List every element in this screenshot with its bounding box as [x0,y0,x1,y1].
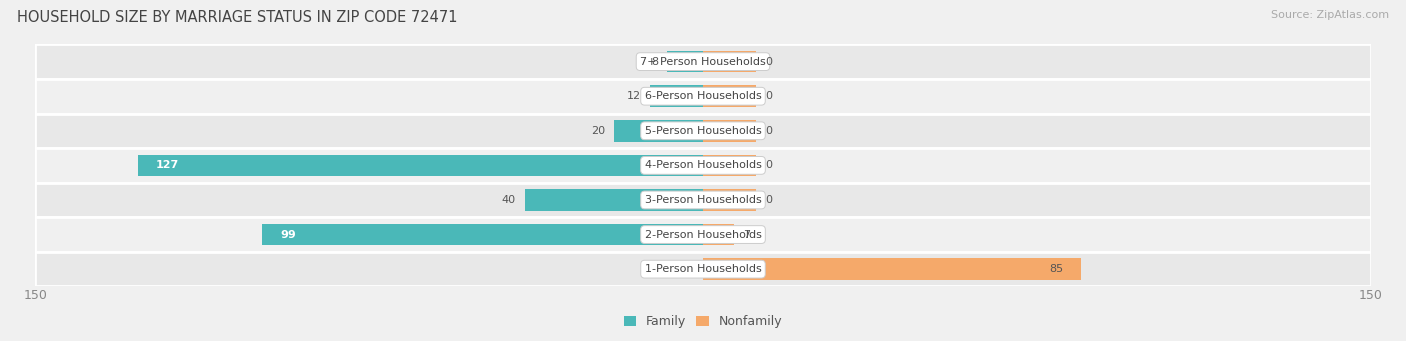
Bar [703,51,756,72]
Bar [35,148,1371,183]
Text: 6-Person Households: 6-Person Households [644,91,762,101]
Text: 99: 99 [280,229,295,240]
Bar [614,120,703,142]
Text: 2-Person Households: 2-Person Households [644,229,762,240]
Bar [262,224,703,245]
Text: Source: ZipAtlas.com: Source: ZipAtlas.com [1271,10,1389,20]
Bar [35,252,1371,286]
Text: 0: 0 [765,57,772,66]
Text: 1-Person Households: 1-Person Households [644,264,762,274]
Text: 7+ Person Households: 7+ Person Households [640,57,766,66]
Bar [703,155,756,176]
Bar [35,44,1371,79]
Bar [703,86,756,107]
Text: 8: 8 [651,57,658,66]
Text: 20: 20 [591,126,605,136]
Bar [35,183,1371,217]
Bar [35,217,1371,252]
Text: 127: 127 [155,160,179,170]
Text: 40: 40 [502,195,516,205]
Text: 0: 0 [765,160,772,170]
Text: 0: 0 [765,91,772,101]
Bar [524,189,703,211]
Text: HOUSEHOLD SIZE BY MARRIAGE STATUS IN ZIP CODE 72471: HOUSEHOLD SIZE BY MARRIAGE STATUS IN ZIP… [17,10,457,25]
Text: 85: 85 [1049,264,1063,274]
Text: 5-Person Households: 5-Person Households [644,126,762,136]
Bar [703,189,756,211]
Bar [650,86,703,107]
Bar [668,51,703,72]
Text: 4-Person Households: 4-Person Households [644,160,762,170]
Bar [138,155,703,176]
Bar [703,224,734,245]
Text: 0: 0 [765,126,772,136]
Legend: Family, Nonfamily: Family, Nonfamily [619,310,787,333]
Text: 12: 12 [627,91,641,101]
Bar [35,79,1371,114]
Text: 0: 0 [765,195,772,205]
Text: 7: 7 [742,229,751,240]
Bar [703,120,756,142]
Bar [703,258,1081,280]
Bar [35,114,1371,148]
Text: 3-Person Households: 3-Person Households [644,195,762,205]
